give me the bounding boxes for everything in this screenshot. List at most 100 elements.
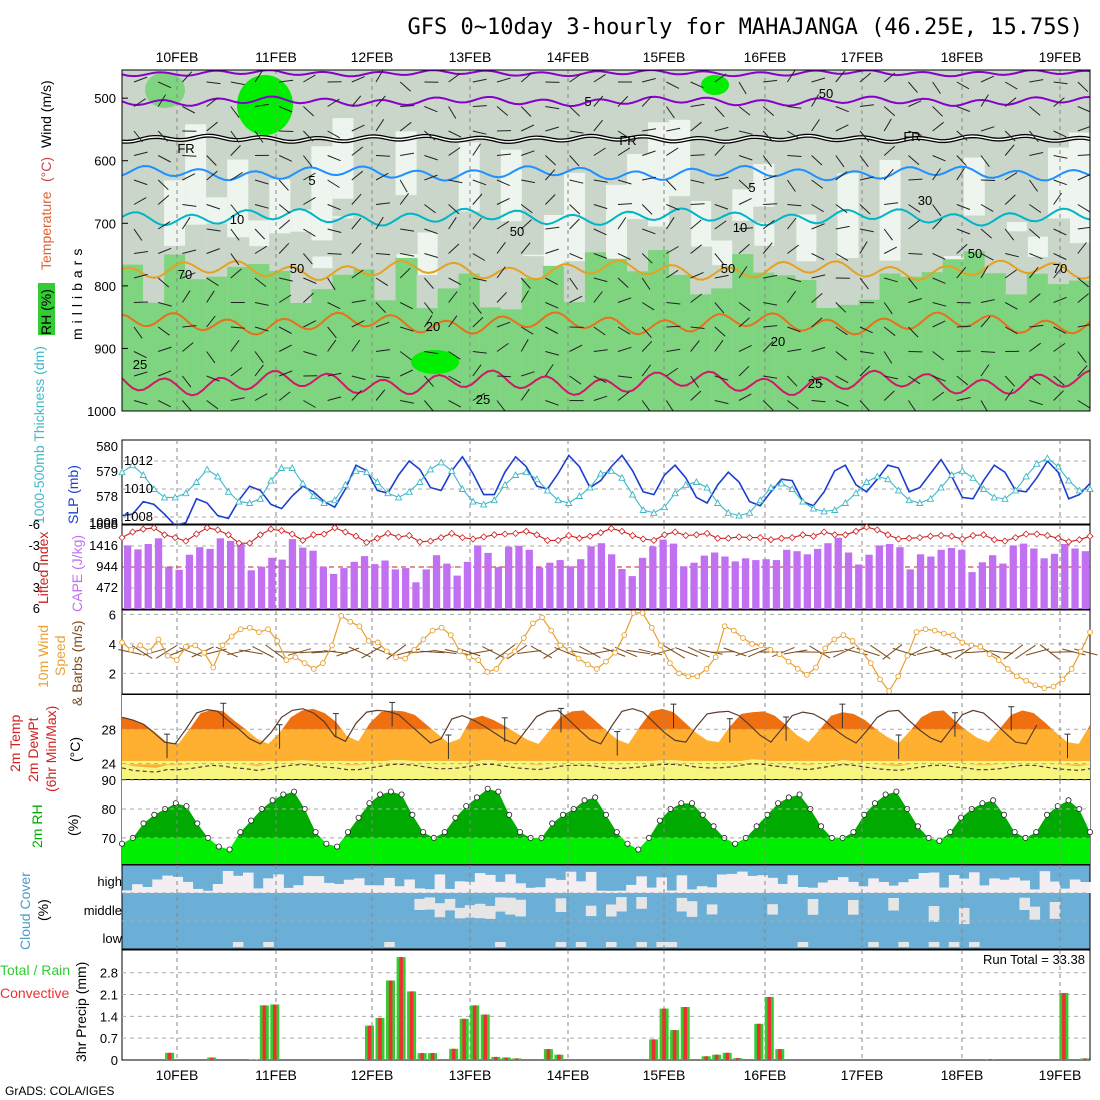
wind-barb	[472, 351, 487, 354]
cloud-high-clear	[646, 887, 657, 893]
wind-barb	[811, 119, 820, 132]
wind-barb	[738, 155, 753, 161]
rh2m-marker	[323, 840, 330, 847]
isotherm-label: 10	[733, 220, 747, 235]
lifted-index-marker	[160, 531, 169, 539]
wind-barb	[666, 179, 677, 191]
wind-barb	[932, 391, 945, 401]
wind-barb	[762, 220, 775, 230]
lifted-index-marker	[405, 531, 413, 540]
wind-barb	[617, 253, 631, 260]
cloud-high-clear	[666, 890, 678, 893]
wind-speed-marker	[201, 649, 208, 656]
wind-barb	[859, 204, 871, 215]
wind-barb	[787, 204, 802, 207]
wind-barb	[569, 295, 583, 303]
temp2m-unit: (°C)	[67, 737, 83, 762]
wind-barb	[424, 204, 436, 214]
cloud-high-clear	[888, 885, 899, 893]
wind10m-barb	[554, 646, 577, 658]
cape-bar	[597, 543, 605, 609]
wind-barb	[230, 228, 240, 241]
wind-barb	[1004, 302, 1018, 310]
wind-barbs	[133, 70, 1090, 411]
rh-band-pale	[963, 157, 986, 216]
precip-convective-bar	[483, 1014, 487, 1060]
rh-band-mid	[479, 307, 502, 411]
rh-band-mid	[1068, 280, 1090, 411]
wind-speed-marker	[676, 670, 682, 677]
thickness-marker	[394, 493, 403, 501]
cloud-high-clear	[192, 888, 204, 893]
wind-barb	[375, 155, 391, 157]
wind-barb	[158, 346, 172, 352]
wind-barb	[1053, 81, 1068, 85]
wind10m-label-b: Speed	[52, 636, 68, 676]
lifted-index-marker	[894, 535, 903, 543]
lifted-index-marker	[650, 536, 658, 544]
wind-barb	[690, 179, 705, 184]
panel-vertical-grid	[176, 70, 1061, 411]
thickness-marker	[607, 466, 616, 474]
rh-band-light	[143, 70, 166, 254]
wind-barb	[641, 95, 653, 107]
thickness-marker	[299, 479, 307, 487]
rh-band-mid	[648, 250, 671, 411]
wind-barb	[835, 155, 845, 168]
cape-tick-label: 1416	[89, 538, 118, 553]
rh-band-mid	[627, 271, 650, 411]
wind-barb	[593, 395, 608, 401]
wind-barb	[569, 204, 581, 215]
wind-barb	[690, 81, 704, 89]
cloud-low-clear	[606, 942, 617, 947]
cloud-high-clear	[848, 881, 859, 893]
wind-barb	[762, 155, 772, 167]
cape-label: CAPE (J/kg)	[69, 535, 85, 612]
date-label-top: 13FEB	[449, 49, 492, 65]
wind10m-barb	[179, 647, 202, 657]
cape-tick-label: 472	[96, 580, 118, 595]
wind-barb	[400, 105, 415, 107]
cloud-high-clear	[1049, 881, 1061, 893]
wind-barb	[641, 340, 653, 352]
thickness-marker	[586, 483, 594, 491]
cloud-mid-clear	[616, 897, 627, 912]
wind-barb	[714, 274, 729, 279]
wind-barb	[642, 228, 656, 235]
cloud-low-clear	[948, 942, 960, 947]
lifted-index-marker	[118, 534, 126, 542]
wind-barb	[956, 155, 967, 167]
wind-speed-marker	[794, 666, 801, 672]
rh-band-mid	[290, 303, 313, 411]
wind-speed-marker	[393, 654, 399, 661]
thickness-marker	[884, 475, 892, 483]
panel-cloud-cover: high middle low Cloud Cover (%)	[17, 864, 1091, 950]
wind-barb	[1004, 130, 1016, 142]
wind-barb	[133, 251, 148, 254]
wind-speed-marker	[265, 626, 271, 633]
cape-bar	[999, 563, 1007, 609]
date-label-top: 18FEB	[941, 49, 984, 65]
date-label-bottom: 11FEB	[255, 1067, 297, 1083]
isotherm-label: 5	[748, 180, 755, 195]
cape-bar	[783, 549, 791, 609]
rh2m-marker	[882, 791, 889, 798]
lifted-index-marker	[277, 527, 286, 535]
wind-barb	[254, 351, 264, 364]
wind-barb	[1029, 152, 1044, 156]
panel-slp-axis: 580 579 578 1008 1012 1010 1008	[89, 439, 153, 530]
wind-barb	[520, 204, 533, 214]
wind-barb	[254, 204, 269, 209]
wind-barb	[1029, 253, 1043, 260]
rh2m-marker	[818, 823, 825, 830]
cape-bar	[1030, 548, 1038, 609]
wind-barb	[1028, 179, 1039, 192]
rh-band-mid	[837, 304, 860, 411]
wind-barb	[424, 351, 439, 355]
lifted-index-marker	[841, 531, 849, 539]
thickness-marker	[213, 472, 222, 480]
thickness-marker	[277, 464, 286, 471]
lifted-index-marker	[926, 532, 935, 540]
wind-barb	[182, 155, 197, 157]
